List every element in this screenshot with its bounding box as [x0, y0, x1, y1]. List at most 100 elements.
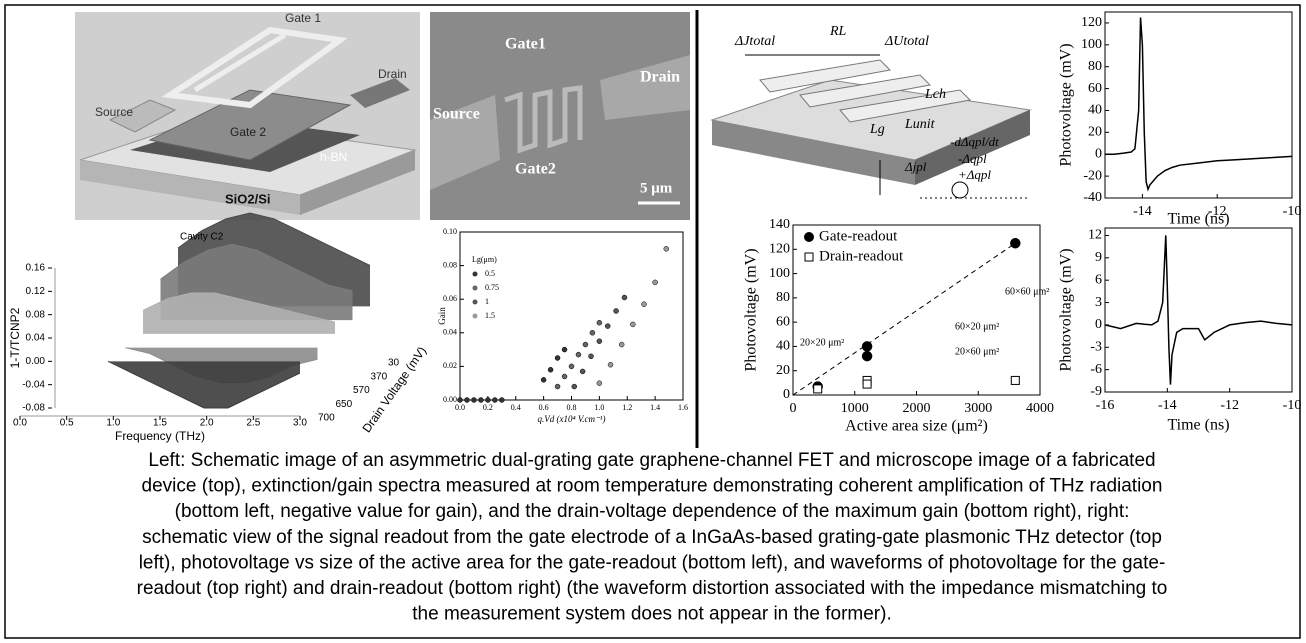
plot-frame: [1105, 12, 1292, 198]
legend-marker: [473, 300, 478, 305]
annotation: 60×60 μm²: [1005, 286, 1049, 297]
x-axis-label: Time (ns): [1167, 211, 1229, 228]
marker: [863, 380, 871, 388]
marker: [630, 322, 635, 327]
label: Lunit: [904, 117, 936, 132]
marker: [608, 362, 613, 367]
legend-marker: [804, 232, 814, 242]
x-tick-label: 1.0: [106, 418, 120, 429]
x-axis-label: Frequency (THz): [115, 429, 205, 443]
legend-label: 0.5: [485, 269, 495, 278]
caption-line: (bottom left, negative value for gain), …: [175, 501, 1130, 522]
x-tick-label: 2000: [903, 401, 931, 416]
label: Source: [95, 105, 133, 119]
y-tick-label: -40: [1083, 190, 1102, 205]
marker: [555, 384, 560, 389]
y-axis-label: Photovoltage (mV): [1058, 248, 1075, 371]
y-tick-label: 0.04: [443, 328, 457, 337]
y-tick-label: 0.02: [443, 361, 457, 370]
label: Δjpl: [904, 159, 927, 174]
y-tick-label: 100: [1081, 37, 1102, 52]
marker: [478, 398, 483, 403]
y-tick-label: 0.12: [26, 286, 46, 297]
marker: [492, 398, 497, 403]
y-tick-label: 0.08: [443, 260, 457, 269]
x-tick-label: 1.2: [622, 403, 632, 412]
y-tick-label: 100: [769, 266, 790, 281]
label: Gate2: [515, 161, 556, 178]
caption-line: Left: Schematic image of an asymmetric d…: [148, 450, 1155, 471]
guide-line: [793, 243, 1015, 395]
chart: 01000200030004000020406080100120140Activ…: [743, 217, 1054, 434]
y-tick-label: 20: [776, 363, 790, 378]
marker: [614, 308, 619, 313]
device-schematic: Gate 1 Source Drain Gate 2 h-BN SiO2/Si: [75, 11, 420, 220]
marker: [814, 385, 822, 393]
label: SiO2/Si: [225, 191, 271, 206]
x-tick-label: 0.0: [13, 418, 27, 429]
x-tick-label: -14: [1158, 398, 1177, 413]
label: Gate 2: [230, 125, 266, 139]
legend-label: Gate-readout: [819, 228, 898, 244]
marker: [541, 377, 546, 382]
marker: [576, 352, 581, 357]
y-tick-label: 3: [1095, 295, 1102, 310]
y-tick-label: 0.06: [443, 294, 457, 303]
marker: [569, 364, 574, 369]
label: Lch: [924, 87, 946, 102]
y-tick-label: 120: [769, 242, 790, 257]
marker: [562, 347, 567, 352]
marker: [597, 320, 602, 325]
y-tick-label: 0: [1095, 146, 1102, 161]
caption-line: the measurement system does not appear i…: [412, 604, 891, 625]
x-tick-label: 2.5: [246, 418, 260, 429]
y-tick-label: 0.16: [26, 263, 46, 274]
label: Source: [433, 106, 480, 123]
x-tick-label: 1000: [841, 401, 869, 416]
y-tick-label: 60: [1088, 81, 1102, 96]
x-tick-label: 0: [790, 401, 797, 416]
y-axis-label: Gain: [437, 307, 447, 325]
annotation: Cavity C2: [180, 232, 224, 243]
x-tick-label: 0.2: [483, 403, 493, 412]
x-axis-label: Time (ns): [1167, 417, 1229, 434]
y-tick-label: -9: [1090, 384, 1102, 399]
x-tick-label: 1.0: [594, 403, 604, 412]
y-tick-label: 0.00: [26, 356, 46, 367]
y-tick-label: -0.04: [22, 379, 45, 390]
legend-title: Lg(μm): [472, 255, 497, 264]
micrograph: Gate1 Drain Source Gate2 5 μm: [430, 12, 690, 220]
y-tick-label: -3: [1090, 339, 1102, 354]
y-tick-label: 9: [1095, 250, 1102, 265]
marker: [619, 342, 624, 347]
caption-line: readout (top right) and drain-readout (b…: [137, 578, 1168, 599]
x-tick-label: 0.5: [60, 418, 74, 429]
legend-label: 1: [485, 297, 489, 306]
y-tick-label: 20: [1088, 125, 1102, 140]
line: [1105, 17, 1292, 189]
legend-marker: [805, 253, 813, 261]
x-tick-label: 1.4: [650, 403, 660, 412]
marker: [471, 398, 476, 403]
marker: [499, 398, 504, 403]
label: Gate1: [505, 36, 546, 53]
legend-label: 0.75: [485, 283, 499, 292]
y-tick-label: -20: [1083, 168, 1102, 183]
y-tick-label: 0.08: [26, 309, 46, 320]
label: Drain: [378, 67, 407, 81]
depth-tick-label: 30: [388, 358, 400, 369]
marker: [862, 351, 872, 361]
area-fill: [108, 361, 300, 408]
source-symbol: [952, 182, 968, 198]
chart: 0.00.51.01.52.02.53.00.160.120.080.040.0…: [8, 213, 429, 443]
y-tick-label: 40: [1088, 103, 1102, 118]
marker: [653, 280, 658, 285]
label: 5 μm: [640, 180, 673, 196]
marker: [572, 384, 577, 389]
x-tick-label: 1.5: [153, 418, 167, 429]
y-tick-label: -6: [1090, 362, 1102, 377]
depth-tick-label: 370: [371, 371, 388, 382]
y-tick-label: 6: [1095, 272, 1102, 287]
label: Lg: [869, 122, 885, 137]
